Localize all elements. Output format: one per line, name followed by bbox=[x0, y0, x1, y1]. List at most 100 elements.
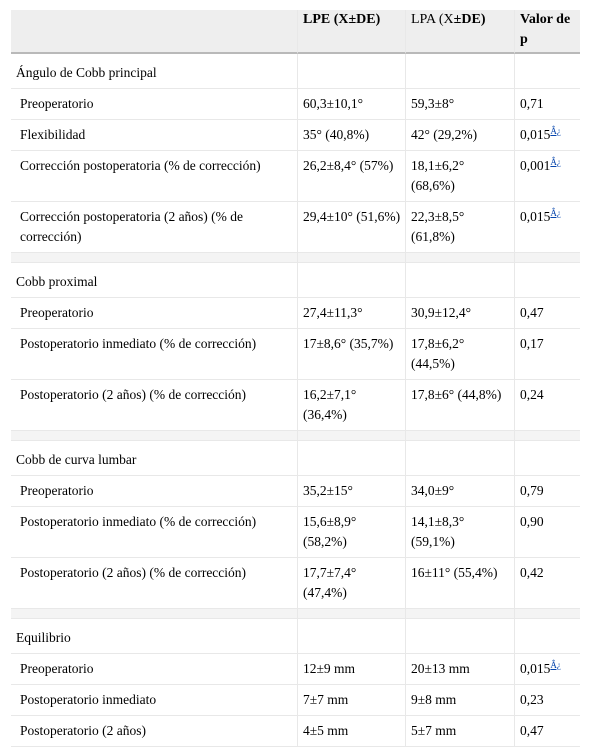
footnote-link[interactable]: Â¿ bbox=[550, 659, 561, 670]
row-label-cell: Postoperatorio (2 años) (% de corrección… bbox=[11, 380, 298, 431]
lpa-value-cell: 22,3±8,5° (61,8%) bbox=[406, 202, 515, 253]
section-empty-cell bbox=[298, 441, 406, 476]
spacer-cell bbox=[406, 431, 515, 441]
row-label-cell: Preoperatorio bbox=[11, 89, 298, 120]
p-value: 0,015 bbox=[520, 127, 551, 142]
lpe-value-cell: 35° (40,8%) bbox=[298, 120, 406, 151]
section-empty-cell bbox=[298, 263, 406, 298]
lpa-value: 16±11° (55,4%) bbox=[411, 565, 498, 580]
p-value: 0,42 bbox=[520, 565, 544, 580]
spacer-cell bbox=[298, 609, 406, 619]
row-label-cell: Preoperatorio bbox=[11, 476, 298, 507]
lpa-value-cell: 18,1±6,2° (68,6%) bbox=[406, 151, 515, 202]
lpe-value: 12±9 mm bbox=[303, 661, 356, 676]
row-label-cell: Corrección postoperatoria (% de correcci… bbox=[11, 151, 298, 202]
lpe-value: 7±7 mm bbox=[303, 692, 349, 707]
row-label: Preoperatorio bbox=[20, 661, 94, 676]
row-label: Postoperatorio inmediato (% de correcció… bbox=[20, 336, 257, 351]
results-table: LPE (X±DE) LPA (X±DE) Valor de p Ángulo … bbox=[11, 10, 580, 747]
p-value-cell: 0,001Â¿ bbox=[515, 151, 580, 202]
header-lpa-part-c: ) bbox=[480, 12, 486, 27]
lpa-value: 9±8 mm bbox=[411, 692, 457, 707]
spacer-cell bbox=[515, 253, 580, 263]
lpa-value-cell: 17,8±6,2° (44,5%) bbox=[406, 329, 515, 380]
lpe-value-cell: 4±5 mm bbox=[298, 716, 406, 747]
table-row: Postoperatorio (2 años) (% de corrección… bbox=[11, 380, 580, 431]
lpe-value: 35° (40,8%) bbox=[303, 127, 370, 142]
lpe-value: 35,2±15° bbox=[303, 483, 353, 498]
lpa-value-cell: 16±11° (55,4%) bbox=[406, 558, 515, 609]
spacer-cell bbox=[406, 253, 515, 263]
header-row: LPE (X±DE) LPA (X±DE) Valor de p bbox=[11, 10, 580, 54]
section-empty-cell bbox=[515, 441, 580, 476]
section-spacer bbox=[11, 431, 580, 441]
section-title: Cobb de curva lumbar bbox=[11, 441, 298, 476]
p-value: 0,47 bbox=[520, 305, 544, 320]
footnote-link[interactable]: Â¿ bbox=[550, 207, 561, 218]
p-value: 0,79 bbox=[520, 483, 544, 498]
row-label: Preoperatorio bbox=[20, 305, 94, 320]
lpe-value: 60,3±10,1° bbox=[303, 96, 364, 111]
section-empty-cell bbox=[515, 263, 580, 298]
p-value-cell: 0,79 bbox=[515, 476, 580, 507]
row-label: Postoperatorio (2 años) (% de corrección… bbox=[20, 565, 247, 580]
footnote-marker: Â¿ bbox=[550, 125, 561, 137]
table-row: Postoperatorio inmediato (% de correcció… bbox=[11, 329, 580, 380]
p-value: 0,24 bbox=[520, 387, 544, 402]
lpa-value-cell: 17,8±6° (44,8%) bbox=[406, 380, 515, 431]
lpe-value: 17,7±7,4° (47,4%) bbox=[303, 565, 357, 600]
table-row: Preoperatorio 12±9 mm 20±13 mm 0,015Â¿ bbox=[11, 654, 580, 685]
header-lpa: LPA (X±DE) bbox=[406, 10, 515, 54]
lpe-value: 27,4±11,3° bbox=[303, 305, 363, 320]
section-empty-cell bbox=[406, 441, 515, 476]
row-label-cell: Postoperatorio (2 años) (% de corrección… bbox=[11, 558, 298, 609]
p-value-cell: 0,90 bbox=[515, 507, 580, 558]
p-value-cell: 0,71 bbox=[515, 89, 580, 120]
lpa-value: 17,8±6° (44,8%) bbox=[411, 387, 502, 402]
header-p-value: Valor de p bbox=[515, 10, 580, 54]
lpa-value-cell: 9±8 mm bbox=[406, 685, 515, 716]
row-label-cell: Preoperatorio bbox=[11, 654, 298, 685]
row-label-cell: Flexibilidad bbox=[11, 120, 298, 151]
table-row: Postoperatorio (2 años) (% de corrección… bbox=[11, 558, 580, 609]
p-value-cell: 0,47 bbox=[515, 716, 580, 747]
row-label: Postoperatorio (2 años) bbox=[20, 723, 146, 738]
table-row: Postoperatorio inmediato 7±7 mm 9±8 mm 0,23 bbox=[11, 685, 580, 716]
spacer-cell bbox=[406, 609, 515, 619]
lpe-value-cell: 26,2±8,4° (57%) bbox=[298, 151, 406, 202]
footnote-link[interactable]: Â¿ bbox=[550, 125, 561, 136]
p-value: 0,90 bbox=[520, 514, 544, 529]
lpe-value: 26,2±8,4° (57%) bbox=[303, 158, 394, 173]
spacer-cell bbox=[11, 253, 298, 263]
lpe-value-cell: 17,7±7,4° (47,4%) bbox=[298, 558, 406, 609]
lpa-value-cell: 59,3±8° bbox=[406, 89, 515, 120]
spacer-cell bbox=[298, 253, 406, 263]
lpe-value-cell: 15,6±8,9° (58,2%) bbox=[298, 507, 406, 558]
p-value-cell: 0,42 bbox=[515, 558, 580, 609]
p-value: 0,71 bbox=[520, 96, 544, 111]
lpe-value: 17±8,6° (35,7%) bbox=[303, 336, 394, 351]
section-header-row: Ángulo de Cobb principal bbox=[11, 54, 580, 89]
p-value: 0,47 bbox=[520, 723, 544, 738]
table-row: Preoperatorio 35,2±15° 34,0±9° 0,79 bbox=[11, 476, 580, 507]
row-label-cell: Corrección postoperatoria (2 años) (% de… bbox=[11, 202, 298, 253]
row-label: Preoperatorio bbox=[20, 483, 94, 498]
lpa-value-cell: 5±7 mm bbox=[406, 716, 515, 747]
row-label: Corrección postoperatoria (% de correcci… bbox=[20, 158, 261, 173]
p-value: 0,001 bbox=[520, 158, 551, 173]
row-label-cell: Postoperatorio inmediato (% de correcció… bbox=[11, 329, 298, 380]
section-empty-cell bbox=[298, 619, 406, 654]
section-title: Ángulo de Cobb principal bbox=[11, 54, 298, 89]
lpa-value-cell: 42° (29,2%) bbox=[406, 120, 515, 151]
lpa-value-cell: 14,1±8,3° (59,1%) bbox=[406, 507, 515, 558]
p-value-cell: 0,015Â¿ bbox=[515, 654, 580, 685]
footnote-marker: Â¿ bbox=[550, 156, 561, 168]
footnote-link[interactable]: Â¿ bbox=[550, 156, 561, 167]
p-value-cell: 0,17 bbox=[515, 329, 580, 380]
footnote-marker: Â¿ bbox=[550, 659, 561, 671]
section-empty-cell bbox=[406, 54, 515, 89]
lpe-value: 16,2±7,1° (36,4%) bbox=[303, 387, 357, 422]
row-label-cell: Preoperatorio bbox=[11, 298, 298, 329]
lpe-value-cell: 17±8,6° (35,7%) bbox=[298, 329, 406, 380]
table-row: Postoperatorio (2 años) 4±5 mm 5±7 mm 0,47 bbox=[11, 716, 580, 747]
